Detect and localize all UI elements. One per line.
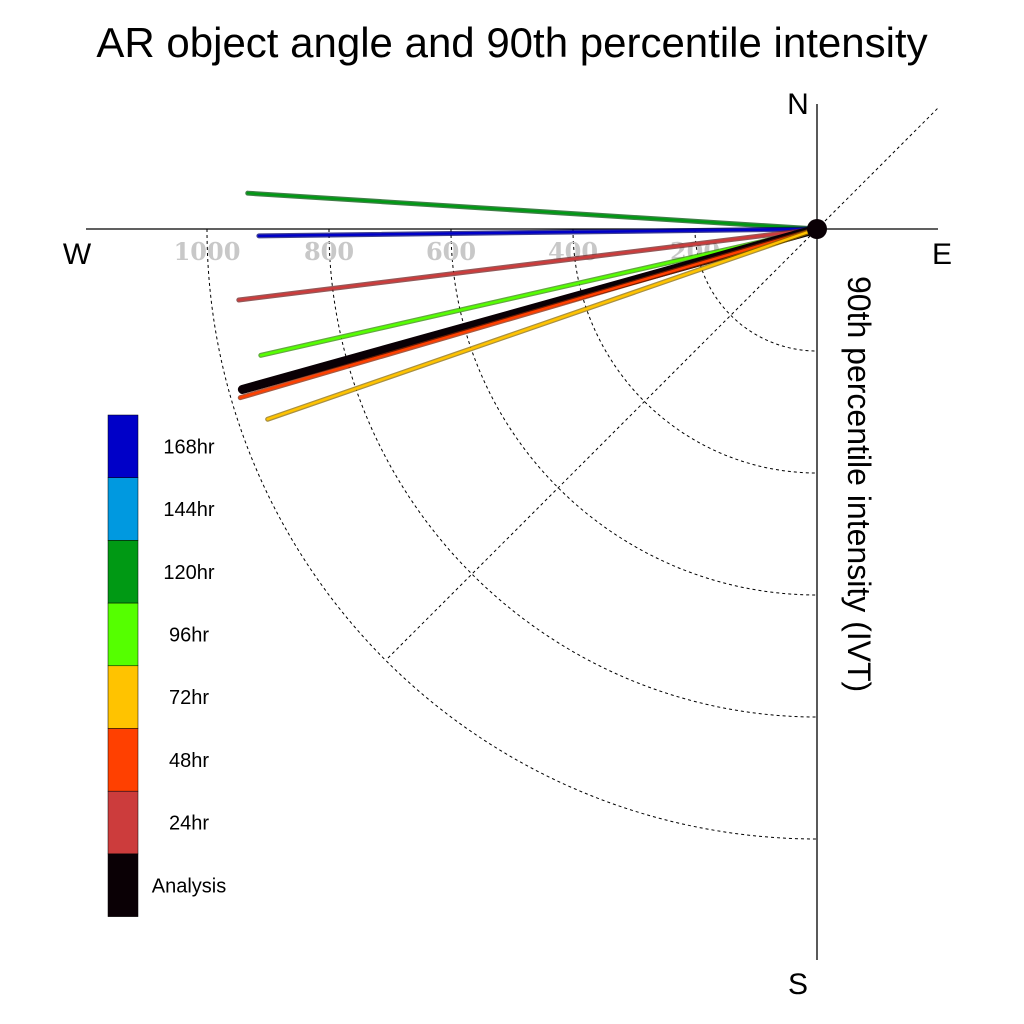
legend-swatch-48hr	[107, 728, 139, 792]
series-line-168hr	[256, 226, 820, 239]
compass-south: S	[788, 968, 808, 1001]
legend-swatch-24hr	[107, 790, 139, 855]
compass-east: E	[932, 238, 952, 271]
series-line-24hr	[236, 226, 820, 303]
legend-label: 120hr	[163, 562, 214, 584]
legend-label: 24hr	[169, 813, 209, 835]
legend-label: Analysis	[152, 875, 226, 897]
grid-arc-600	[450, 228, 818, 596]
legend-swatch-96hr	[107, 602, 139, 667]
origin-marker	[807, 219, 827, 239]
legend-swatch-168hr	[107, 414, 139, 478]
radial-tick-label: 1000	[174, 237, 241, 266]
chart-title: AR object angle and 90th percentile inte…	[96, 19, 927, 66]
series-line-96hr	[258, 226, 820, 358]
legend-label: 72hr	[169, 687, 209, 709]
radial-axis-label: 90th percentile intensity (IVT)	[841, 276, 877, 692]
legend-swatch-144hr	[107, 477, 139, 541]
series-line-120hr	[245, 190, 820, 232]
polar-grid	[206, 107, 939, 840]
legend-label: 48hr	[169, 750, 209, 772]
legend-swatch-analysis	[107, 853, 139, 917]
series-lines	[236, 190, 822, 422]
legend-label: 168hr	[163, 436, 214, 458]
grid-arc-800	[328, 228, 818, 718]
compass-west: W	[63, 238, 92, 271]
legend-swatch-72hr	[107, 665, 139, 729]
radial-tick-label: 600	[426, 237, 476, 266]
grid-diagonal	[387, 107, 939, 659]
legend-label: 96hr	[169, 624, 209, 646]
legend-swatch-120hr	[107, 540, 139, 604]
legend-label: 144hr	[163, 499, 214, 521]
series-line-72hr	[265, 226, 820, 422]
grid-arc-1000	[206, 228, 818, 840]
legend: 168hr 144hr 120hr 96hr 72hr 48hr 24hr Analysis	[107, 414, 226, 917]
series-line-48hr	[237, 226, 820, 401]
compass-north: N	[787, 88, 809, 121]
radial-tick-label: 800	[304, 237, 354, 266]
